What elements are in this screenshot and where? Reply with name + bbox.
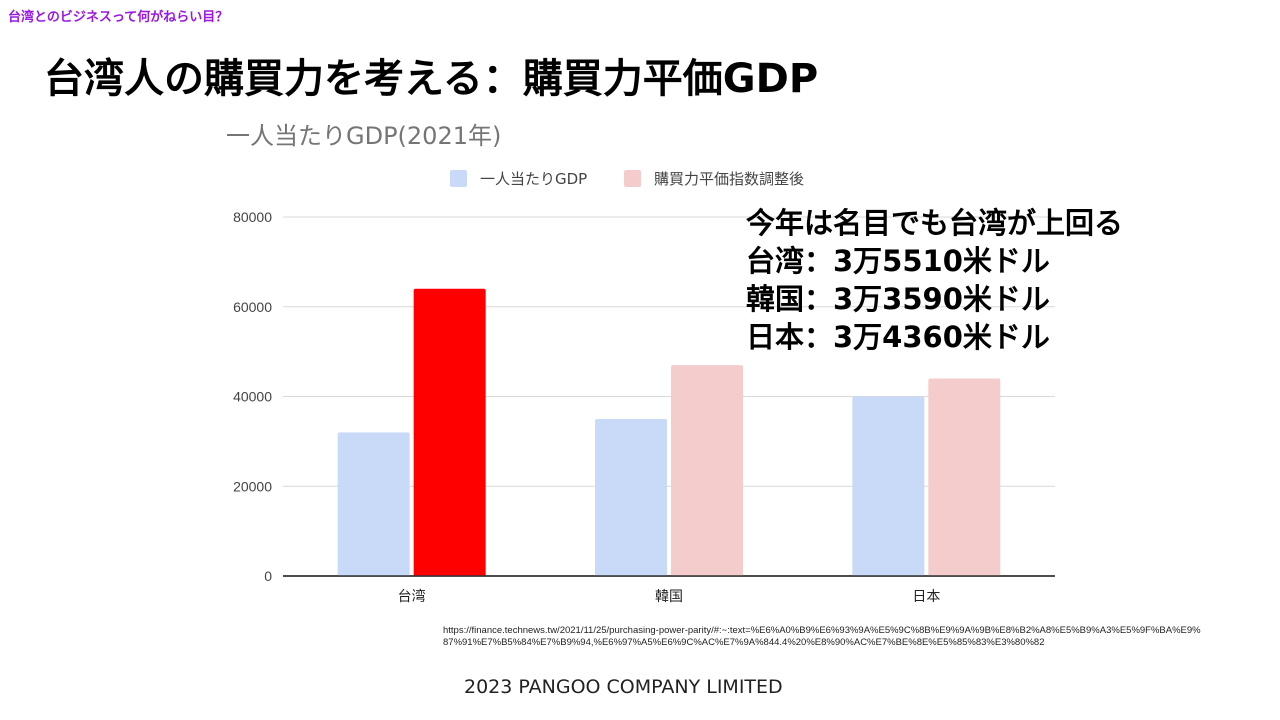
source-url: https://finance.technews.tw/2021/11/25/p… bbox=[443, 625, 1201, 648]
note-line: 日本：3万4360米ドル bbox=[746, 320, 1050, 354]
y-tick-label: 40000 bbox=[233, 389, 272, 405]
header-tag: 台湾とのビジネスって何がねらい目？ bbox=[8, 10, 229, 25]
bar bbox=[852, 396, 925, 576]
note-line: 今年は名目でも台湾が上回る bbox=[746, 206, 1124, 240]
x-tick-label: 台湾 bbox=[398, 588, 426, 605]
footer-text: 2023 PANGOO COMPANY LIMITED bbox=[464, 676, 783, 698]
x-tick-label: 日本 bbox=[912, 589, 940, 605]
legend-label: 一人当たりGDP bbox=[480, 170, 587, 188]
bar bbox=[337, 432, 410, 576]
legend-label: 購買力平価指数調整後 bbox=[654, 170, 804, 188]
legend-swatch bbox=[450, 170, 467, 187]
bar bbox=[671, 365, 743, 576]
bar bbox=[413, 288, 486, 576]
y-tick-label: 0 bbox=[264, 568, 272, 584]
note-line: 韓国：3万3590米ドル bbox=[746, 282, 1050, 316]
bar bbox=[595, 418, 667, 576]
y-tick-label: 60000 bbox=[233, 299, 272, 315]
notes-box: 今年は名目でも台湾が上回る 台湾：3万5510米ドル 韓国：3万3590米ドル … bbox=[746, 204, 1123, 356]
note-line: 台湾：3万5510米ドル bbox=[746, 244, 1050, 278]
legend-swatch bbox=[624, 170, 641, 187]
y-tick-label: 80000 bbox=[233, 209, 272, 225]
chart-title: 一人当たりGDP(2021年) bbox=[226, 122, 502, 150]
y-tick-label: 20000 bbox=[233, 478, 272, 494]
x-tick-label: 韓国 bbox=[655, 589, 683, 605]
bar bbox=[928, 378, 1001, 576]
slide-title: 台湾人の購買力を考える：購買力平価GDP bbox=[44, 56, 819, 102]
